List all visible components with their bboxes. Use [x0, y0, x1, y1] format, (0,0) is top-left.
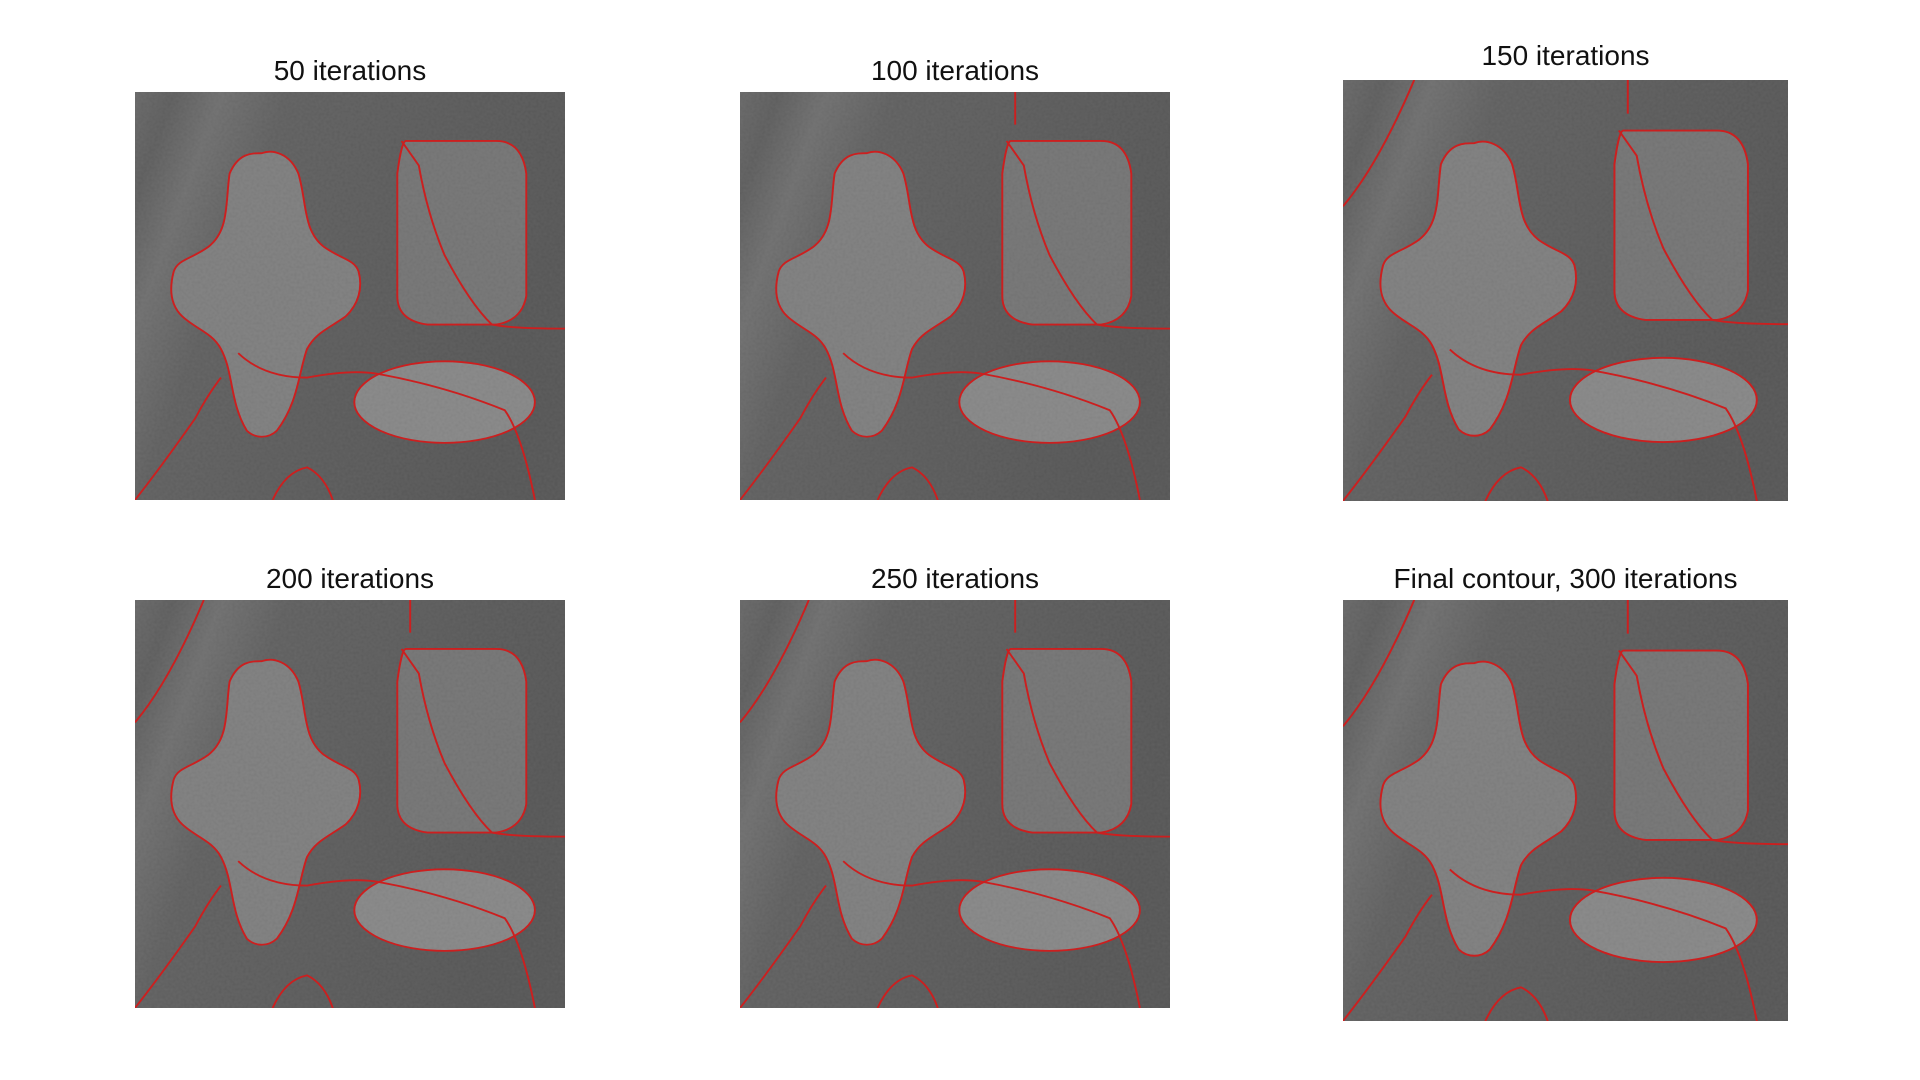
noise-overlay [1343, 80, 1788, 501]
panel-title: Final contour, 300 iterations [1343, 563, 1788, 595]
segmentation-image [1343, 80, 1788, 501]
noise-overlay [740, 92, 1170, 500]
segmentation-image [740, 92, 1170, 500]
segmentation-image [135, 92, 565, 500]
noise-overlay [740, 600, 1170, 1008]
panel-title: 200 iterations [135, 563, 565, 595]
segmentation-image [135, 600, 565, 1008]
noise-overlay [1343, 600, 1788, 1021]
panel-title: 150 iterations [1343, 40, 1788, 72]
panel-title: 250 iterations [740, 563, 1170, 595]
noise-overlay [135, 92, 565, 500]
segmentation-image [740, 600, 1170, 1008]
segmentation-image [1343, 600, 1788, 1021]
noise-overlay [135, 600, 565, 1008]
panel-title: 100 iterations [740, 55, 1170, 87]
panel-title: 50 iterations [135, 55, 565, 87]
